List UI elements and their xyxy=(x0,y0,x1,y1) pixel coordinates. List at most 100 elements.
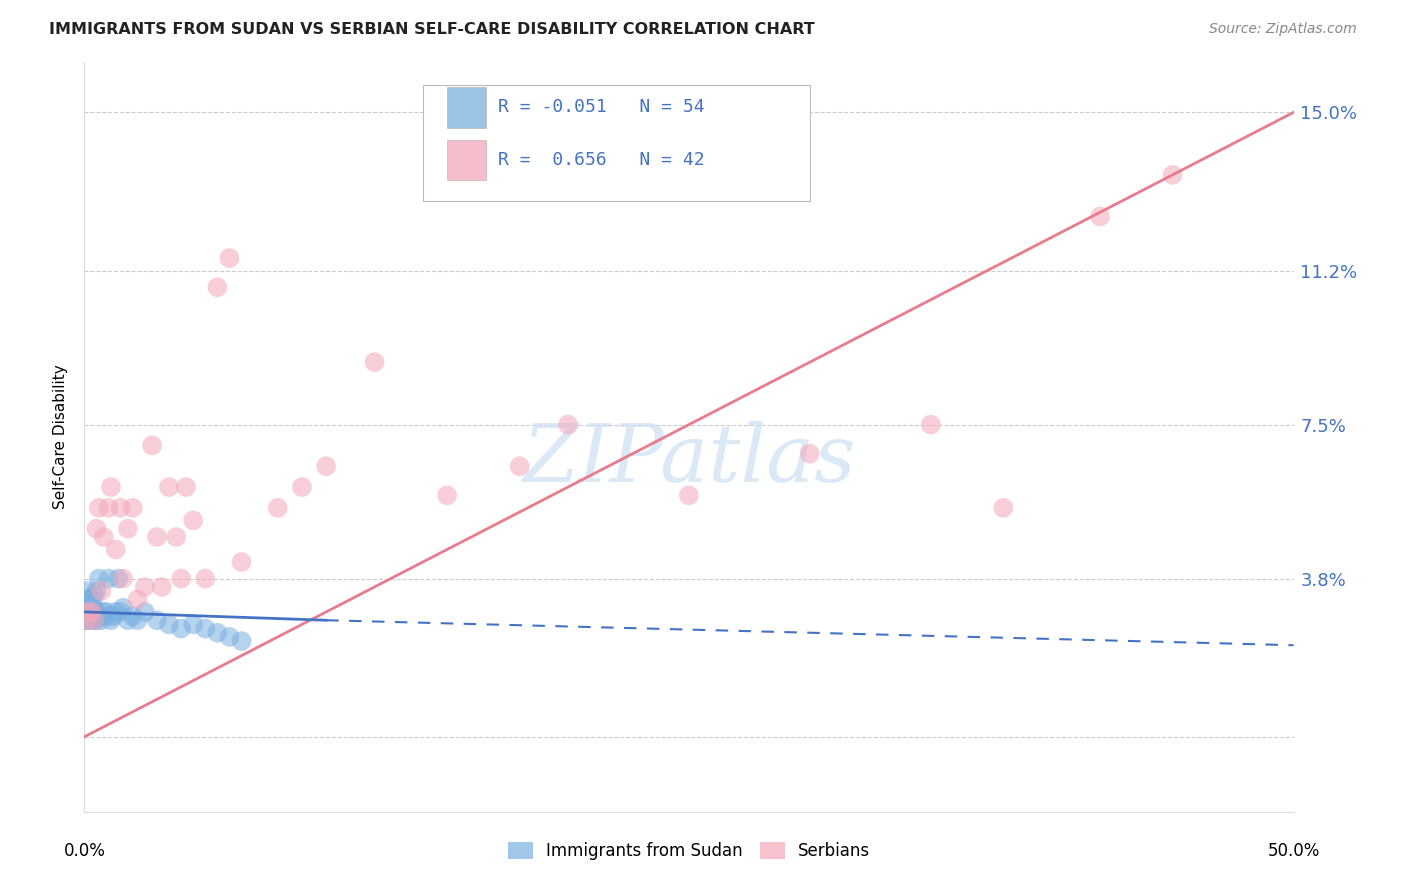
Point xyxy=(157,480,180,494)
Point xyxy=(146,613,169,627)
Point xyxy=(86,613,108,627)
Point xyxy=(77,605,100,619)
Point xyxy=(436,488,458,502)
Point xyxy=(76,584,98,599)
Point xyxy=(86,522,108,536)
Point xyxy=(127,592,149,607)
Point xyxy=(87,500,110,515)
Point xyxy=(231,555,253,569)
Point xyxy=(107,572,129,586)
Text: Source: ZipAtlas.com: Source: ZipAtlas.com xyxy=(1209,22,1357,37)
Point xyxy=(100,613,122,627)
Point xyxy=(75,605,97,619)
Point xyxy=(86,584,108,599)
Point xyxy=(170,622,193,636)
Point xyxy=(87,609,110,624)
Point xyxy=(121,609,143,624)
FancyBboxPatch shape xyxy=(423,85,810,201)
Point xyxy=(141,438,163,452)
Text: R =  0.656   N = 42: R = 0.656 N = 42 xyxy=(498,151,704,169)
Point xyxy=(127,613,149,627)
Point xyxy=(76,592,98,607)
Point xyxy=(1088,210,1111,224)
Point xyxy=(76,613,98,627)
Point xyxy=(76,613,98,627)
Point xyxy=(170,572,193,586)
Point xyxy=(75,605,97,619)
Text: 50.0%: 50.0% xyxy=(1267,842,1320,860)
Point xyxy=(76,609,98,624)
Point xyxy=(75,613,97,627)
Text: 0.0%: 0.0% xyxy=(63,842,105,860)
Point xyxy=(194,572,217,586)
Point xyxy=(134,605,156,619)
Point xyxy=(83,609,105,624)
Point xyxy=(77,597,100,611)
Point xyxy=(231,634,253,648)
Point xyxy=(218,251,240,265)
Point xyxy=(76,605,98,619)
Y-axis label: Self-Care Disability: Self-Care Disability xyxy=(53,365,69,509)
Point xyxy=(90,613,112,627)
Point xyxy=(83,588,105,602)
Point xyxy=(90,584,112,599)
Point xyxy=(194,622,217,636)
Point xyxy=(83,600,105,615)
Point xyxy=(207,280,229,294)
Point xyxy=(83,613,105,627)
Point xyxy=(103,609,125,624)
Text: IMMIGRANTS FROM SUDAN VS SERBIAN SELF-CARE DISABILITY CORRELATION CHART: IMMIGRANTS FROM SUDAN VS SERBIAN SELF-CA… xyxy=(49,22,815,37)
Point xyxy=(75,600,97,615)
Point xyxy=(509,459,531,474)
Point xyxy=(157,617,180,632)
Point xyxy=(993,500,1015,515)
Point xyxy=(77,605,100,619)
Point xyxy=(94,605,117,619)
Point xyxy=(93,530,115,544)
Point xyxy=(678,488,700,502)
Point xyxy=(100,480,122,494)
Point xyxy=(75,605,97,619)
Point xyxy=(557,417,579,432)
Point xyxy=(73,605,96,619)
Point xyxy=(134,580,156,594)
Point xyxy=(181,513,204,527)
Point xyxy=(93,605,115,619)
Point xyxy=(267,500,290,515)
Point xyxy=(181,617,204,632)
Point xyxy=(86,605,108,619)
Point xyxy=(97,500,120,515)
Point xyxy=(80,592,103,607)
Point xyxy=(117,613,139,627)
Point xyxy=(121,500,143,515)
Legend: Immigrants from Sudan, Serbians: Immigrants from Sudan, Serbians xyxy=(501,836,877,867)
Point xyxy=(207,625,229,640)
Point xyxy=(97,609,120,624)
Point xyxy=(799,447,821,461)
Point xyxy=(112,572,135,586)
Point xyxy=(97,572,120,586)
Point xyxy=(83,613,105,627)
Point xyxy=(104,542,127,557)
Point xyxy=(146,530,169,544)
Point xyxy=(83,605,105,619)
Point xyxy=(80,605,103,619)
Point xyxy=(77,609,100,624)
Point xyxy=(110,500,132,515)
Point xyxy=(150,580,173,594)
Point xyxy=(104,605,127,619)
Point xyxy=(315,459,337,474)
Point xyxy=(75,609,97,624)
Point xyxy=(80,605,103,619)
Point xyxy=(117,522,139,536)
Text: ZIPatlas: ZIPatlas xyxy=(522,421,856,499)
Point xyxy=(80,613,103,627)
Point xyxy=(291,480,314,494)
Point xyxy=(76,605,98,619)
Point xyxy=(165,530,187,544)
Point xyxy=(112,600,135,615)
Point xyxy=(920,417,942,432)
Point xyxy=(218,630,240,644)
Point xyxy=(80,609,103,624)
Point xyxy=(87,572,110,586)
